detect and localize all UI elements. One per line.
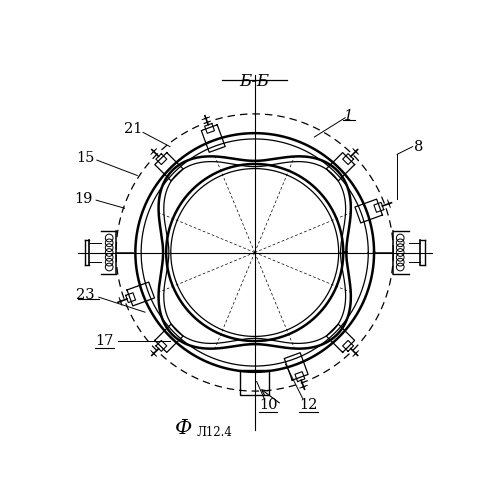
Text: 17: 17 xyxy=(95,334,114,348)
Text: 19: 19 xyxy=(74,192,92,205)
Text: 15: 15 xyxy=(76,151,94,165)
Text: 21: 21 xyxy=(124,122,143,136)
Text: Б-Б: Б-Б xyxy=(240,74,270,90)
Text: Ф: Ф xyxy=(175,420,192,438)
Text: 23: 23 xyxy=(76,288,94,302)
Text: Л12.4: Л12.4 xyxy=(197,426,233,439)
Text: 12: 12 xyxy=(299,398,318,411)
Text: 8: 8 xyxy=(414,140,423,153)
Bar xyxy=(240,370,269,395)
Text: 10: 10 xyxy=(259,398,277,411)
Text: 1: 1 xyxy=(344,109,354,123)
